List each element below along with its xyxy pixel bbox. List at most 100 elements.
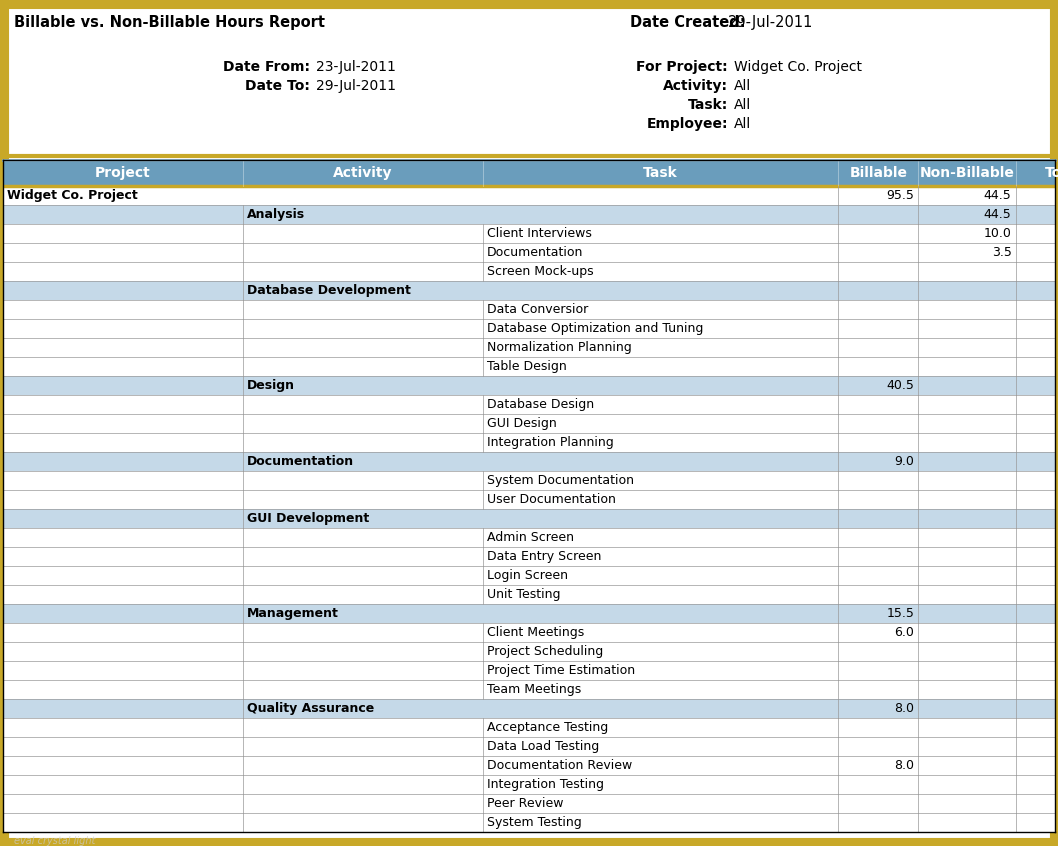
Bar — [3, 224, 1055, 243]
Text: Table Design: Table Design — [487, 360, 566, 373]
Text: Project Scheduling: Project Scheduling — [487, 645, 603, 658]
Text: System Documentation: System Documentation — [487, 474, 634, 487]
Text: 95.5: 95.5 — [887, 189, 914, 202]
Text: Team Meetings: Team Meetings — [487, 683, 581, 696]
Text: System Testing: System Testing — [487, 816, 582, 829]
Bar — [3, 528, 1055, 547]
Bar — [3, 547, 1055, 566]
Bar — [3, 566, 1055, 585]
Text: 44.5: 44.5 — [984, 189, 1011, 202]
Text: Documentation: Documentation — [487, 246, 583, 259]
Text: Date Created:: Date Created: — [630, 15, 746, 30]
Text: All: All — [734, 79, 751, 93]
Bar — [3, 775, 1055, 794]
Text: Data Entry Screen: Data Entry Screen — [487, 550, 601, 563]
Bar — [3, 680, 1055, 699]
Text: 8.0: 8.0 — [894, 759, 914, 772]
Bar — [3, 623, 1055, 642]
Text: Documentation Review: Documentation Review — [487, 759, 632, 772]
Bar — [3, 585, 1055, 604]
Bar — [3, 300, 1055, 319]
Bar — [3, 642, 1055, 661]
Bar — [3, 737, 1055, 756]
Text: Billable vs. Non-Billable Hours Report: Billable vs. Non-Billable Hours Report — [14, 15, 325, 30]
Text: Data Conversior: Data Conversior — [487, 303, 588, 316]
Bar — [3, 718, 1055, 737]
Text: Peer Review: Peer Review — [487, 797, 563, 810]
Bar — [3, 756, 1055, 775]
Text: Date From:: Date From: — [223, 60, 310, 74]
Text: 44.5: 44.5 — [984, 208, 1011, 221]
Text: 6.0: 6.0 — [894, 626, 914, 639]
Text: Task:: Task: — [688, 98, 728, 112]
Text: eval crystal light: eval crystal light — [14, 836, 95, 846]
Text: Activity:: Activity: — [663, 79, 728, 93]
Text: Widget Co. Project: Widget Co. Project — [7, 189, 138, 202]
Bar — [3, 471, 1055, 490]
Bar — [3, 160, 1055, 186]
Text: Project: Project — [95, 166, 151, 180]
Bar — [3, 509, 1055, 528]
Bar — [3, 186, 1055, 205]
Text: Admin Screen: Admin Screen — [487, 531, 573, 544]
Text: Management: Management — [247, 607, 339, 620]
Text: Login Screen: Login Screen — [487, 569, 568, 582]
Text: Database Design: Database Design — [487, 398, 594, 411]
Text: 15.5: 15.5 — [887, 607, 914, 620]
Text: Widget Co. Project: Widget Co. Project — [734, 60, 862, 74]
Text: All: All — [734, 98, 751, 112]
Text: Project Time Estimation: Project Time Estimation — [487, 664, 635, 677]
Bar — [3, 319, 1055, 338]
Text: Unit Testing: Unit Testing — [487, 588, 561, 601]
Bar — [3, 357, 1055, 376]
Bar — [3, 699, 1055, 718]
Bar — [3, 376, 1055, 395]
Text: Design: Design — [247, 379, 295, 392]
Bar — [3, 433, 1055, 452]
Text: 40.5: 40.5 — [887, 379, 914, 392]
Text: Data Load Testing: Data Load Testing — [487, 740, 599, 753]
Bar — [3, 395, 1055, 414]
Bar — [3, 262, 1055, 281]
Text: Integration Planning: Integration Planning — [487, 436, 614, 449]
Text: 9.0: 9.0 — [894, 455, 914, 468]
Text: Billable: Billable — [850, 166, 908, 180]
Text: 29-Jul-2011: 29-Jul-2011 — [316, 79, 396, 93]
Bar — [3, 604, 1055, 623]
Bar — [3, 794, 1055, 813]
Text: GUI Design: GUI Design — [487, 417, 557, 430]
Text: User Documentation: User Documentation — [487, 493, 616, 506]
Bar — [3, 661, 1055, 680]
Text: Integration Testing: Integration Testing — [487, 778, 604, 791]
Text: Acceptance Testing: Acceptance Testing — [487, 721, 608, 734]
Bar — [3, 813, 1055, 832]
Text: Database Development: Database Development — [247, 284, 411, 297]
Text: For Project:: For Project: — [636, 60, 728, 74]
Text: All: All — [734, 117, 751, 131]
Text: Client Meetings: Client Meetings — [487, 626, 584, 639]
Bar — [3, 281, 1055, 300]
Text: Date To:: Date To: — [245, 79, 310, 93]
Bar — [3, 452, 1055, 471]
Text: Task: Task — [643, 166, 678, 180]
Text: Client Interviews: Client Interviews — [487, 227, 591, 240]
Text: Non-Billable: Non-Billable — [919, 166, 1015, 180]
Text: Analysis: Analysis — [247, 208, 305, 221]
Text: 10.0: 10.0 — [984, 227, 1011, 240]
Text: Total: Total — [1045, 166, 1058, 180]
Text: Normalization Planning: Normalization Planning — [487, 341, 632, 354]
Bar — [3, 414, 1055, 433]
Text: 8.0: 8.0 — [894, 702, 914, 715]
Text: Database Optimization and Tuning: Database Optimization and Tuning — [487, 322, 704, 335]
Bar — [3, 243, 1055, 262]
Bar — [3, 338, 1055, 357]
Text: GUI Development: GUI Development — [247, 512, 369, 525]
Text: 29-Jul-2011: 29-Jul-2011 — [728, 15, 814, 30]
Text: 23-Jul-2011: 23-Jul-2011 — [316, 60, 396, 74]
Text: 3.5: 3.5 — [991, 246, 1011, 259]
Text: Documentation: Documentation — [247, 455, 354, 468]
Text: Quality Assurance: Quality Assurance — [247, 702, 375, 715]
Text: Screen Mock-ups: Screen Mock-ups — [487, 265, 594, 278]
Text: Activity: Activity — [333, 166, 393, 180]
Bar — [3, 205, 1055, 224]
